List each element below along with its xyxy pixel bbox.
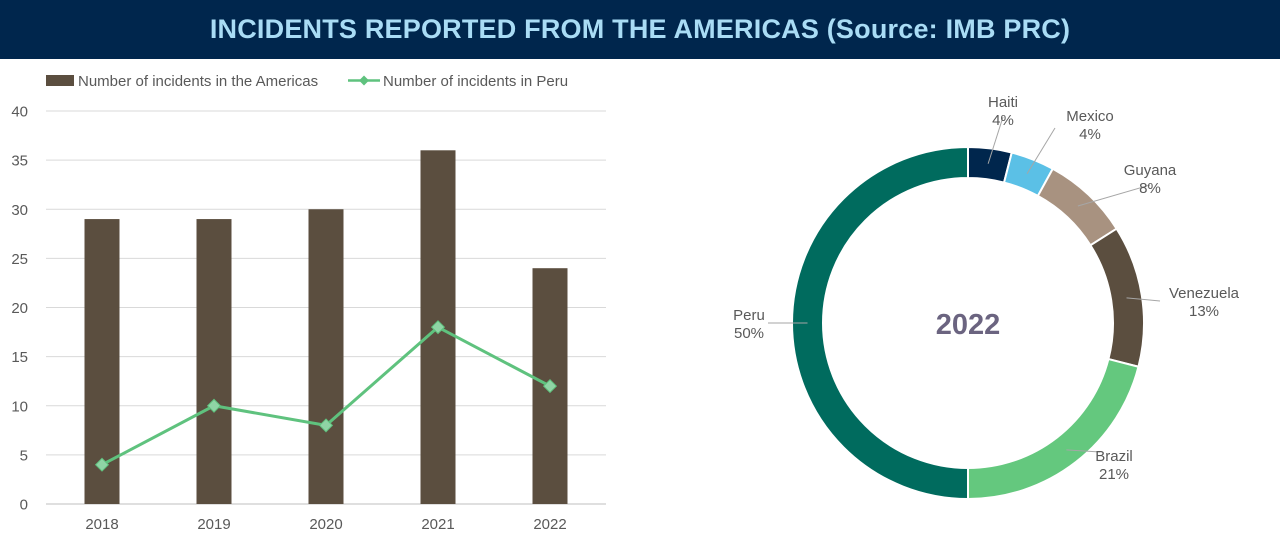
y-tick-label: 10 [11,398,28,415]
slice-label: Venezuela [1169,285,1240,302]
bar-2018 [84,219,120,504]
leader-line [1077,184,1151,207]
x-tick-label: 2019 [197,516,230,533]
legend-label-americas: Number of incidents in the Americas [78,73,318,90]
y-tick-label: 0 [20,497,28,514]
slice-label: Haiti [988,94,1018,111]
slice-guyana [1036,167,1118,247]
x-tick-label: 2021 [421,516,454,533]
chart-legend: Number of incidents in the Americas Numb… [46,73,568,90]
donut-center-label: 2022 [936,309,1001,341]
legend-swatch-americas [46,75,74,86]
x-tick-label: 2020 [309,516,342,533]
slice-label: Mexico [1066,108,1114,125]
legend-marker-peru [359,75,369,86]
y-tick-label: 30 [11,202,28,219]
slice-value: 8% [1139,180,1161,197]
peru-point-2022 [542,379,558,394]
slice-label: Guyana [1124,162,1177,179]
leader-line [987,116,1004,164]
slice-peru [791,145,969,501]
x-tick-label: 2022 [533,516,566,533]
slice-value: 4% [1079,126,1101,143]
slice-value: 4% [992,112,1014,129]
leader-line [1126,297,1161,302]
y-tick-label: 25 [11,251,28,268]
bar-2020 [308,209,344,504]
peru-point-2019 [206,398,222,413]
peru-point-2018 [94,457,110,472]
peru-point-2020 [318,418,334,433]
slice-venezuela [1089,227,1145,368]
y-tick-label: 15 [11,349,28,366]
slice-mexico [1002,151,1055,198]
y-tick-label: 35 [11,153,28,170]
slice-label: Peru [733,307,765,324]
title-banner: INCIDENTS REPORTED FROM THE AMERICAS (So… [0,0,1280,59]
leader-line [1026,127,1056,175]
bar-2019 [196,219,232,504]
slice-value: 50% [734,325,764,342]
slice-haiti [967,145,1013,184]
x-tick-label: 2018 [85,516,118,533]
slice-value: 21% [1099,466,1129,483]
legend-label-peru: Number of incidents in Peru [383,73,568,90]
y-tick-label: 20 [11,300,28,317]
bar-line-chart: Number of incidents in the Americas Numb… [11,73,606,533]
y-tick-label: 40 [11,104,28,121]
page-title: INCIDENTS REPORTED FROM THE AMERICAS (So… [209,14,1071,44]
slice-brazil [967,357,1140,501]
y-tick-label: 5 [20,447,28,464]
slice-value: 13% [1189,303,1219,320]
leader-line [1066,449,1101,453]
peru-point-2021 [430,320,446,335]
slice-label: Brazil [1095,448,1133,465]
